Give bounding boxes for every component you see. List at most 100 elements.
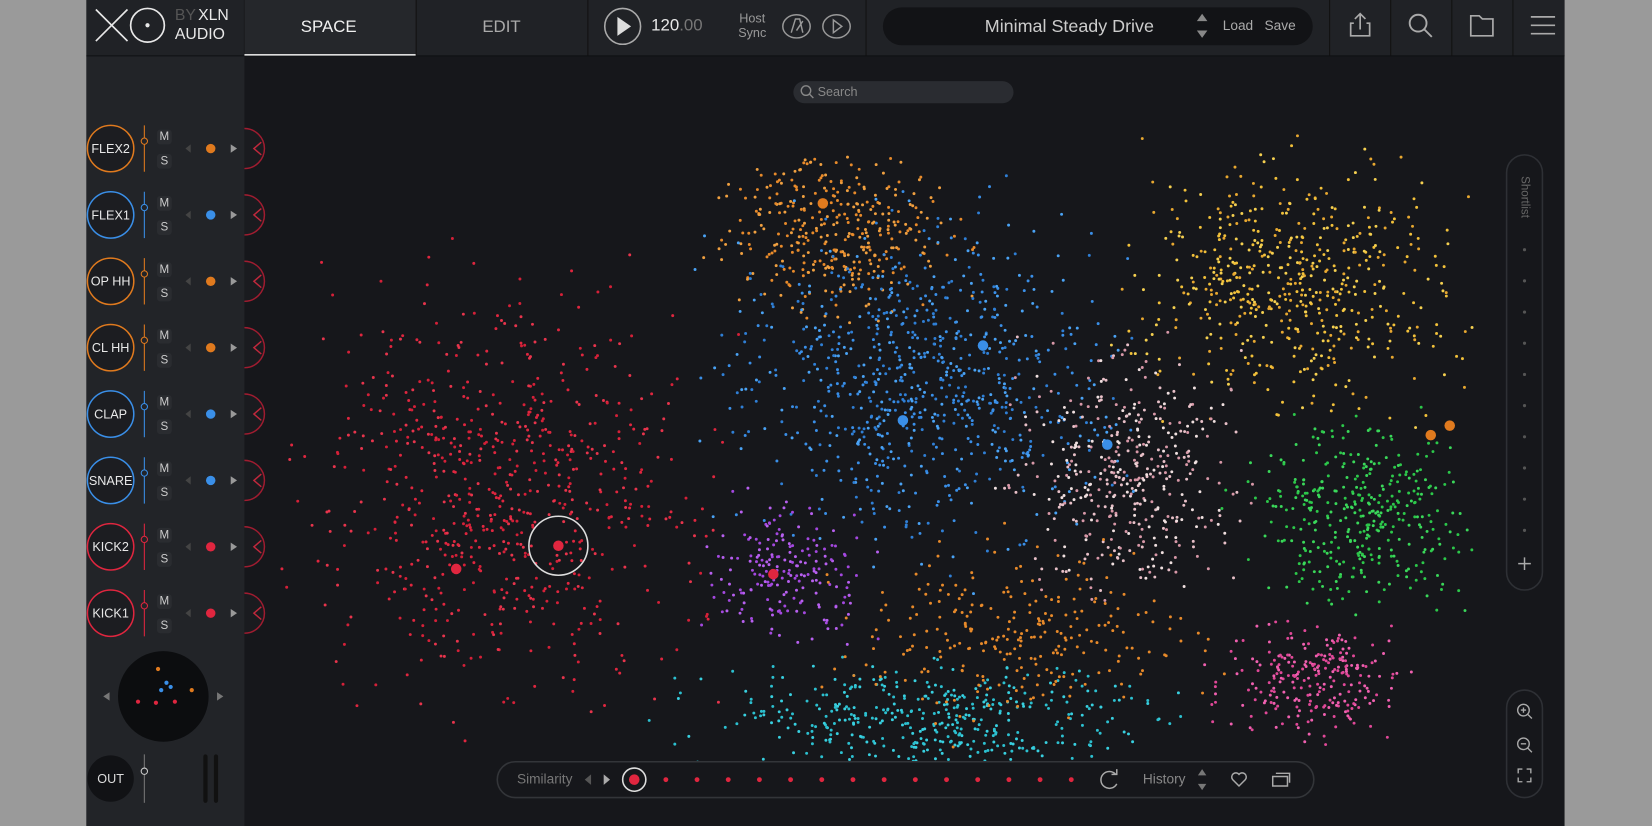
sample-dot[interactable] <box>466 518 470 522</box>
sample-dot[interactable] <box>1059 436 1063 440</box>
similarity-step[interactable] <box>944 777 949 783</box>
shortlist-slot[interactable] <box>1522 341 1527 345</box>
sample-dot[interactable] <box>975 400 979 404</box>
sample-dot[interactable] <box>948 740 952 744</box>
sample-dot[interactable] <box>1098 731 1102 735</box>
sample-dot[interactable] <box>881 171 885 175</box>
sample-dot[interactable] <box>1435 608 1439 612</box>
sample-dot[interactable] <box>893 265 897 269</box>
sample-dot[interactable] <box>467 436 471 440</box>
sample-dot[interactable] <box>858 685 862 689</box>
sample-dot[interactable] <box>1355 663 1359 667</box>
sample-dot[interactable] <box>765 524 769 528</box>
sample-dot[interactable] <box>1316 669 1320 673</box>
sample-dot[interactable] <box>1306 693 1310 697</box>
sample-dot[interactable] <box>1327 598 1331 602</box>
sample-dot[interactable] <box>434 475 438 479</box>
sample-dot[interactable] <box>1125 646 1129 650</box>
sample-dot[interactable] <box>878 348 882 352</box>
sample-dot[interactable] <box>1212 266 1216 270</box>
sample-dot[interactable] <box>1011 742 1015 746</box>
sample-dot[interactable] <box>924 294 928 298</box>
sample-dot[interactable] <box>996 286 1000 290</box>
sample-dot[interactable] <box>946 366 950 370</box>
sample-dot[interactable] <box>887 212 891 216</box>
sample-dot[interactable] <box>1253 302 1257 306</box>
sample-dot[interactable] <box>852 513 856 517</box>
sample-dot[interactable] <box>887 618 891 622</box>
sample-dot[interactable] <box>559 293 563 297</box>
sample-dot[interactable] <box>1358 689 1362 693</box>
sample-dot[interactable] <box>876 319 880 323</box>
sample-dot[interactable] <box>762 338 766 342</box>
sample-dot[interactable] <box>1042 423 1046 427</box>
sample-dot[interactable] <box>1397 537 1401 541</box>
sample-dot[interactable] <box>1159 454 1162 458</box>
sample-dot[interactable] <box>527 410 531 414</box>
sample-dot[interactable] <box>911 644 914 648</box>
sample-dot[interactable] <box>1006 547 1010 551</box>
sample-dot[interactable] <box>1127 732 1130 736</box>
sample-dot[interactable] <box>1367 225 1371 229</box>
sample-dot[interactable] <box>1425 454 1429 458</box>
sample-dot[interactable] <box>1118 546 1122 550</box>
sample-dot[interactable] <box>1287 244 1291 248</box>
sample-dot[interactable] <box>1312 212 1316 216</box>
sample-dot[interactable] <box>445 619 449 623</box>
sample-dot[interactable] <box>1334 302 1337 306</box>
sample-dot[interactable] <box>793 169 797 173</box>
sample-dot[interactable] <box>1419 570 1423 574</box>
sample-dot[interactable] <box>876 327 880 331</box>
sample-dot[interactable] <box>494 496 498 500</box>
sample-dot[interactable] <box>1320 430 1324 434</box>
sample-dot[interactable] <box>1251 243 1255 247</box>
sample-dot[interactable] <box>929 601 932 605</box>
sample-dot[interactable] <box>758 207 762 211</box>
sample-dot[interactable] <box>925 748 929 752</box>
sample-dot[interactable] <box>768 370 772 374</box>
sample-dot[interactable] <box>1104 648 1108 652</box>
sample-dot[interactable] <box>1229 321 1233 325</box>
sample-dot[interactable] <box>1018 433 1022 437</box>
sample-dot[interactable] <box>920 670 924 674</box>
sample-dot[interactable] <box>611 450 615 454</box>
sample-dot[interactable] <box>468 452 472 456</box>
sample-dot[interactable] <box>1105 430 1109 434</box>
sample-dot[interactable] <box>353 430 357 434</box>
sample-dot[interactable] <box>1072 425 1076 428</box>
sample-dot[interactable] <box>1219 268 1223 272</box>
sample-dot[interactable] <box>1420 515 1424 519</box>
sample-dot[interactable] <box>933 757 937 761</box>
sample-dot[interactable] <box>825 233 829 237</box>
sample-dot[interactable] <box>1192 286 1196 290</box>
sample-dot[interactable] <box>911 204 915 208</box>
sample-dot[interactable] <box>1267 291 1271 295</box>
sample-dot[interactable] <box>1234 323 1238 326</box>
sample-dot[interactable] <box>1325 226 1329 230</box>
sample-dot[interactable] <box>887 185 891 189</box>
sample-dot[interactable] <box>1114 450 1118 454</box>
sample-dot[interactable] <box>836 455 840 459</box>
sample-dot[interactable] <box>1085 704 1089 708</box>
sample-dot[interactable] <box>780 420 784 424</box>
sample-dot[interactable] <box>393 464 397 468</box>
sample-dot[interactable] <box>1393 505 1397 509</box>
sample-dot[interactable] <box>990 748 994 752</box>
sample-dot[interactable] <box>824 289 828 293</box>
sample-dot[interactable] <box>532 605 536 609</box>
sample-dot[interactable] <box>868 452 872 456</box>
sample-dot[interactable] <box>842 276 846 280</box>
sample-dot[interactable] <box>945 395 949 399</box>
sample-dot[interactable] <box>1319 186 1323 190</box>
sample-dot[interactable] <box>868 356 872 360</box>
sample-dot[interactable] <box>877 415 881 419</box>
sample-dot[interactable] <box>1421 561 1425 565</box>
sample-dot[interactable] <box>1281 400 1284 404</box>
track-button[interactable] <box>86 191 135 239</box>
sample-dot[interactable] <box>1218 211 1222 215</box>
sample-dot[interactable] <box>856 720 860 724</box>
sample-dot[interactable] <box>1292 380 1296 384</box>
sample-dot[interactable] <box>934 322 938 326</box>
sample-dot[interactable] <box>1318 298 1322 302</box>
sample-dot[interactable] <box>791 269 795 273</box>
